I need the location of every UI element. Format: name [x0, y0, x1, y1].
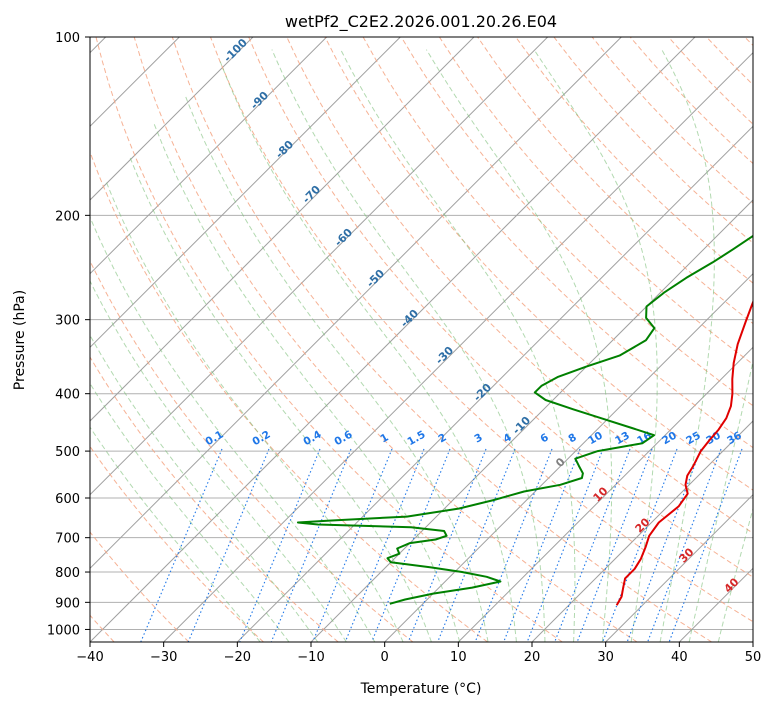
isotherm-line — [90, 37, 622, 570]
isotherm-line — [90, 37, 254, 201]
y-tick-label: 800 — [55, 566, 80, 581]
moist-adiabat-line — [129, 157, 432, 642]
moist-adiabat-line — [153, 123, 461, 642]
background-lines — [90, 37, 753, 642]
x-axis-ticks: −40 −30 −20 −10 0 10 20 30 40 50 — [76, 642, 761, 665]
y-tick-label: 200 — [55, 209, 80, 224]
moist-adiabat-line — [425, 49, 613, 642]
isotherm-line — [236, 125, 753, 642]
mixing-ratio-line — [344, 448, 425, 642]
mixing-ratio-line — [437, 448, 516, 642]
y-tick-label: 1000 — [47, 623, 80, 638]
isotherm-line — [90, 37, 328, 275]
moist-adiabat-line — [90, 279, 347, 642]
dry-adiabat-line — [210, 37, 753, 623]
mixing-ratio-line — [526, 448, 604, 642]
mixing-ratio-line — [647, 448, 722, 642]
y-tick-label: 300 — [55, 314, 80, 329]
dry-adiabat-line — [248, 37, 753, 578]
x-tick-label: −40 — [76, 650, 103, 665]
dry-adiabat-line — [133, 37, 638, 642]
moist-adiabat-line — [717, 506, 753, 642]
moist-adiabat-line — [90, 215, 376, 642]
y-axis-ticks: 100 200 300 400 500 600 700 800 900 1000 — [47, 31, 90, 638]
moist-adiabat-line — [184, 94, 489, 642]
moist-adiabat-line — [688, 358, 753, 642]
y-tick-label: 700 — [55, 532, 80, 547]
moist-adiabat-line — [340, 49, 576, 642]
isotherm-line — [163, 51, 753, 642]
isotherm-line — [384, 272, 753, 642]
dry-adiabat-line — [95, 37, 563, 642]
y-tick-label: 600 — [55, 492, 80, 507]
isotherm-line — [605, 493, 753, 642]
isotherm-line — [90, 37, 696, 642]
x-tick-label: 0 — [381, 650, 389, 665]
x-tick-label: 20 — [524, 650, 541, 665]
x-tick-label: −20 — [224, 650, 251, 665]
mixing-ratio-line — [407, 448, 487, 642]
isotherm-line — [531, 420, 753, 642]
mixing-ratio-line — [602, 448, 678, 642]
mixing-ratio-line — [576, 448, 653, 642]
x-tick-label: −30 — [150, 650, 177, 665]
dry-adiabat-line — [438, 37, 753, 366]
x-tick-label: 50 — [745, 650, 762, 665]
dry-adiabat-line — [90, 531, 190, 642]
moist-adiabat-line — [219, 61, 517, 642]
moist-adiabat-line — [90, 382, 290, 642]
mixing-ratio-line — [626, 448, 702, 642]
mixing-ratio-line — [270, 448, 352, 642]
moist-adiabat-line — [105, 180, 404, 642]
isotherm-line — [457, 346, 753, 642]
x-tick-label: −10 — [297, 650, 324, 665]
y-tick-label: 500 — [55, 445, 80, 460]
x-tick-label: 30 — [597, 650, 614, 665]
mixing-ratio-line — [312, 448, 393, 642]
y-tick-label: 900 — [55, 596, 80, 611]
dry-adiabat-line — [515, 37, 753, 284]
dry-adiabat-line — [90, 150, 488, 642]
y-axis-label: Pressure (hPa) — [12, 290, 28, 390]
mixing-ratio-line — [239, 448, 321, 642]
x-tick-label: 40 — [671, 650, 688, 665]
isotherm-line — [90, 37, 549, 496]
moist-adiabat-line — [90, 334, 319, 642]
plot-frame — [89, 36, 754, 643]
moist-adiabat-line — [271, 49, 546, 642]
temperature-line — [615, 299, 753, 606]
x-axis-label: Temperature (°C) — [360, 681, 482, 697]
moist-adiabat-line — [533, 49, 658, 642]
mixing-ratio-line — [554, 448, 631, 642]
dry-adiabat-line — [90, 445, 264, 642]
moist-adiabat-line — [659, 49, 715, 642]
y-tick-label: 100 — [55, 31, 80, 46]
dewpoint-line — [296, 234, 753, 605]
mixing-ratio-line — [140, 448, 223, 642]
mixing-ratio-line — [371, 448, 451, 642]
dry-adiabat-line — [90, 356, 339, 642]
isotherm-line — [90, 37, 475, 422]
profile-series — [296, 234, 753, 606]
mixing-ratio-line — [474, 448, 553, 642]
dry-adiabat-line — [400, 37, 753, 407]
x-tick-label: 10 — [450, 650, 467, 665]
dry-adiabat-line — [171, 37, 712, 642]
isotherm-line — [90, 37, 401, 349]
dry-adiabat-line — [90, 259, 414, 642]
y-tick-label: 400 — [55, 388, 80, 403]
mixing-ratio-line — [503, 448, 581, 642]
mixing-ratio-line — [187, 448, 270, 642]
dry-adiabat-line — [324, 37, 753, 491]
chart-title: wetPf2_C2E2.2026.001.20.26.E04 — [285, 12, 557, 32]
